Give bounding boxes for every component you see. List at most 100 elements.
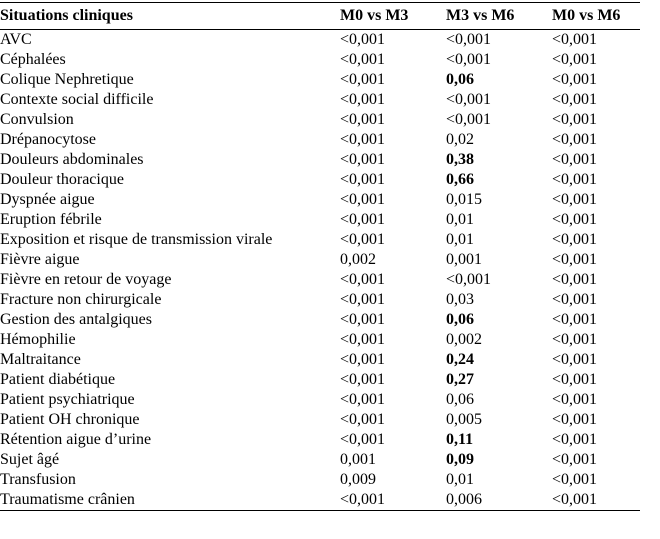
cell-m0m3: <0,001 (340, 70, 446, 90)
cell-m0m6: <0,001 (552, 110, 640, 130)
table-row: Eruption fébrile<0,0010,01<0,001 (0, 210, 640, 230)
cell-m3m6: 0,06 (446, 70, 552, 90)
cell-m0m6: <0,001 (552, 50, 640, 70)
col-m0m6: M0 vs M6 (552, 3, 640, 30)
cell-m3m6: 0,01 (446, 470, 552, 490)
cell-situation: Dyspnée aigue (0, 190, 340, 210)
cell-m3m6: <0,001 (446, 90, 552, 110)
cell-m0m3: <0,001 (340, 30, 446, 51)
cell-m0m6: <0,001 (552, 350, 640, 370)
cell-m0m3: <0,001 (340, 130, 446, 150)
cell-situation: Fièvre aigue (0, 250, 340, 270)
cell-m0m6: <0,001 (552, 310, 640, 330)
cell-m0m3: <0,001 (340, 290, 446, 310)
table-row: Patient psychiatrique<0,0010,06<0,001 (0, 390, 640, 410)
cell-m3m6: 0,06 (446, 390, 552, 410)
cell-m3m6: 0,66 (446, 170, 552, 190)
cell-m0m6: <0,001 (552, 410, 640, 430)
cell-m3m6: 0,015 (446, 190, 552, 210)
cell-m0m3: <0,001 (340, 110, 446, 130)
cell-m3m6: 0,001 (446, 250, 552, 270)
cell-situation: Transfusion (0, 470, 340, 490)
cell-m0m6: <0,001 (552, 290, 640, 310)
cell-m3m6: 0,006 (446, 490, 552, 511)
cell-m0m6: <0,001 (552, 30, 640, 51)
cell-m3m6: 0,005 (446, 410, 552, 430)
cell-m3m6: 0,02 (446, 130, 552, 150)
cell-situation: Céphalées (0, 50, 340, 70)
cell-m3m6: 0,03 (446, 290, 552, 310)
table-row: Hémophilie<0,0010,002<0,001 (0, 330, 640, 350)
cell-m0m6: <0,001 (552, 170, 640, 190)
cell-m0m6: <0,001 (552, 270, 640, 290)
table-row: Gestion des antalgiques<0,0010,06<0,001 (0, 310, 640, 330)
table-row: Fracture non chirurgicale<0,0010,03<0,00… (0, 290, 640, 310)
table-row: Sujet âgé0,0010,09<0,001 (0, 450, 640, 470)
table-row: Colique Nephretique<0,0010,06<0,001 (0, 70, 640, 90)
cell-m0m3: <0,001 (340, 430, 446, 450)
cell-m3m6: 0,09 (446, 450, 552, 470)
cell-m0m3: 0,009 (340, 470, 446, 490)
cell-m0m6: <0,001 (552, 130, 640, 150)
cell-m0m6: <0,001 (552, 470, 640, 490)
header-row: Situations cliniques M0 vs M3 M3 vs M6 M… (0, 3, 640, 30)
table-row: Patient diabétique<0,0010,27<0,001 (0, 370, 640, 390)
table-row: Douleurs abdominales<0,0010,38<0,001 (0, 150, 640, 170)
cell-m0m3: <0,001 (340, 210, 446, 230)
table-row: Dyspnée aigue<0,0010,015<0,001 (0, 190, 640, 210)
table-row: Contexte social difficile<0,001<0,001<0,… (0, 90, 640, 110)
table-row: Traumatisme crânien<0,0010,006<0,001 (0, 490, 640, 511)
cell-situation: Traumatisme crânien (0, 490, 340, 511)
cell-m0m6: <0,001 (552, 330, 640, 350)
cell-m0m3: <0,001 (340, 390, 446, 410)
cell-m0m3: <0,001 (340, 170, 446, 190)
cell-m3m6: <0,001 (446, 270, 552, 290)
cell-situation: Maltraitance (0, 350, 340, 370)
cell-situation: Fracture non chirurgicale (0, 290, 340, 310)
table-row: Fièvre aigue0,0020,001<0,001 (0, 250, 640, 270)
cell-situation: AVC (0, 30, 340, 51)
cell-situation: Patient psychiatrique (0, 390, 340, 410)
cell-situation: Colique Nephretique (0, 70, 340, 90)
cell-m0m6: <0,001 (552, 190, 640, 210)
cell-m3m6: 0,38 (446, 150, 552, 170)
cell-situation: Eruption fébrile (0, 210, 340, 230)
table-row: Fièvre en retour de voyage<0,001<0,001<0… (0, 270, 640, 290)
cell-situation: Douleurs abdominales (0, 150, 340, 170)
cell-m0m6: <0,001 (552, 70, 640, 90)
table-row: Maltraitance<0,0010,24<0,001 (0, 350, 640, 370)
table-row: Drépanocytose<0,0010,02<0,001 (0, 130, 640, 150)
table-row: Convulsion<0,001<0,001<0,001 (0, 110, 640, 130)
table-row: Patient OH chronique<0,0010,005<0,001 (0, 410, 640, 430)
cell-m0m6: <0,001 (552, 90, 640, 110)
cell-m0m3: 0,002 (340, 250, 446, 270)
table-row: Transfusion0,0090,01<0,001 (0, 470, 640, 490)
cell-situation: Drépanocytose (0, 130, 340, 150)
cell-m0m6: <0,001 (552, 450, 640, 470)
cell-m0m3: 0,001 (340, 450, 446, 470)
cell-situation: Douleur thoracique (0, 170, 340, 190)
table-row: Céphalées<0,001<0,001<0,001 (0, 50, 640, 70)
table-row: Rétention aigue d’urine<0,0010,11<0,001 (0, 430, 640, 450)
cell-m3m6: 0,01 (446, 230, 552, 250)
cell-m0m3: <0,001 (340, 310, 446, 330)
table-row: Douleur thoracique<0,0010,66<0,001 (0, 170, 640, 190)
cell-m0m3: <0,001 (340, 90, 446, 110)
cell-situation: Hémophilie (0, 330, 340, 350)
cell-m3m6: 0,002 (446, 330, 552, 350)
table-row: AVC<0,001<0,001<0,001 (0, 30, 640, 51)
cell-m3m6: 0,11 (446, 430, 552, 450)
cell-m0m3: <0,001 (340, 330, 446, 350)
cell-situation: Rétention aigue d’urine (0, 430, 340, 450)
cell-m3m6: 0,24 (446, 350, 552, 370)
cell-situation: Contexte social difficile (0, 90, 340, 110)
cell-m3m6: 0,01 (446, 210, 552, 230)
cell-m0m3: <0,001 (340, 50, 446, 70)
cell-m0m6: <0,001 (552, 210, 640, 230)
cell-situation: Patient diabétique (0, 370, 340, 390)
cell-m0m6: <0,001 (552, 390, 640, 410)
cell-m3m6: 0,27 (446, 370, 552, 390)
cell-m0m3: <0,001 (340, 370, 446, 390)
cell-m0m3: <0,001 (340, 230, 446, 250)
cell-m0m3: <0,001 (340, 410, 446, 430)
